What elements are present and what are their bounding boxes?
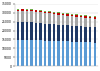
Bar: [84, 16, 87, 18]
Bar: [17, 11, 19, 22]
Bar: [62, 41, 64, 66]
Bar: [17, 40, 19, 66]
Bar: [94, 16, 96, 17]
Bar: [57, 12, 60, 13]
Bar: [17, 22, 19, 40]
Bar: [30, 10, 33, 11]
Bar: [48, 24, 51, 41]
Bar: [44, 24, 46, 41]
Bar: [39, 11, 42, 12]
Bar: [57, 15, 60, 25]
Bar: [21, 9, 24, 11]
Bar: [62, 12, 64, 14]
Bar: [66, 14, 69, 16]
Bar: [35, 23, 37, 40]
Bar: [89, 18, 92, 27]
Bar: [26, 10, 28, 11]
Bar: [62, 25, 64, 41]
Bar: [71, 16, 73, 26]
Bar: [17, 10, 19, 11]
Bar: [44, 11, 46, 12]
Bar: [39, 10, 42, 11]
Bar: [30, 11, 33, 22]
Bar: [66, 16, 69, 25]
Bar: [94, 17, 96, 19]
Bar: [75, 15, 78, 17]
Bar: [39, 23, 42, 40]
Bar: [75, 26, 78, 42]
Bar: [30, 22, 33, 40]
Bar: [53, 12, 55, 13]
Bar: [75, 17, 78, 26]
Bar: [94, 27, 96, 43]
Bar: [80, 42, 82, 66]
Bar: [48, 41, 51, 66]
Bar: [84, 15, 87, 16]
Bar: [57, 41, 60, 66]
Bar: [30, 9, 33, 10]
Bar: [48, 12, 51, 13]
Bar: [26, 9, 28, 10]
Bar: [35, 40, 37, 66]
Bar: [89, 17, 92, 18]
Bar: [35, 12, 37, 23]
Bar: [75, 14, 78, 15]
Bar: [57, 25, 60, 41]
Bar: [35, 11, 37, 12]
Bar: [66, 41, 69, 66]
Bar: [84, 18, 87, 27]
Bar: [84, 27, 87, 42]
Bar: [53, 14, 55, 24]
Bar: [66, 13, 69, 14]
Bar: [44, 41, 46, 66]
Bar: [89, 16, 92, 17]
Bar: [71, 15, 73, 16]
Bar: [39, 12, 42, 23]
Bar: [30, 40, 33, 66]
Bar: [80, 26, 82, 42]
Bar: [80, 15, 82, 16]
Bar: [57, 13, 60, 15]
Bar: [53, 13, 55, 14]
Bar: [17, 9, 19, 10]
Bar: [71, 26, 73, 42]
Bar: [26, 11, 28, 22]
Bar: [21, 40, 24, 66]
Bar: [66, 25, 69, 41]
Bar: [62, 15, 64, 25]
Bar: [89, 27, 92, 42]
Bar: [71, 42, 73, 66]
Bar: [80, 16, 82, 17]
Bar: [94, 19, 96, 27]
Bar: [53, 41, 55, 66]
Bar: [89, 42, 92, 66]
Bar: [48, 13, 51, 24]
Bar: [94, 43, 96, 66]
Bar: [80, 17, 82, 26]
Bar: [26, 40, 28, 66]
Bar: [39, 40, 42, 66]
Bar: [48, 11, 51, 12]
Bar: [53, 24, 55, 41]
Bar: [71, 14, 73, 15]
Bar: [84, 42, 87, 66]
Bar: [21, 11, 24, 22]
Bar: [35, 10, 37, 11]
Bar: [62, 14, 64, 15]
Bar: [21, 22, 24, 40]
Bar: [26, 22, 28, 40]
Bar: [75, 42, 78, 66]
Bar: [44, 13, 46, 24]
Bar: [44, 12, 46, 13]
